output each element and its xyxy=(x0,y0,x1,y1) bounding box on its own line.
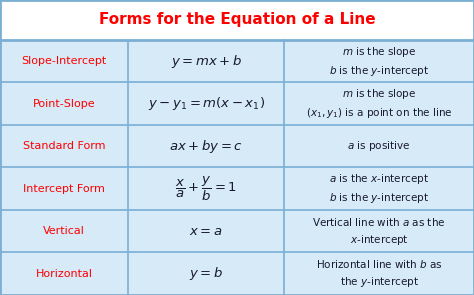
Text: $y - y_1 = m(x - x_1)$: $y - y_1 = m(x - x_1)$ xyxy=(148,95,264,112)
Bar xyxy=(0,125,474,168)
Text: Vertical line with $a$ as the
$x$-intercept: Vertical line with $a$ as the $x$-interc… xyxy=(312,216,446,247)
Text: $m$ is the slope
$(x_1, y_1)$ is a point on the line: $m$ is the slope $(x_1, y_1)$ is a point… xyxy=(306,87,453,120)
Text: Slope-Intercept: Slope-Intercept xyxy=(21,56,107,66)
Text: $y = mx + b$: $y = mx + b$ xyxy=(171,53,242,70)
Bar xyxy=(0,40,474,82)
Bar xyxy=(0,168,474,210)
Bar xyxy=(0,210,474,253)
Bar xyxy=(0,82,474,125)
Text: $a$ is positive: $a$ is positive xyxy=(347,139,411,153)
Text: $x = a$: $x = a$ xyxy=(189,225,223,238)
Text: Vertical: Vertical xyxy=(43,226,85,236)
Text: $\dfrac{x}{a} + \dfrac{y}{b} = 1$: $\dfrac{x}{a} + \dfrac{y}{b} = 1$ xyxy=(175,175,237,203)
Text: $ax + by = c$: $ax + by = c$ xyxy=(169,138,243,155)
Bar xyxy=(0,253,474,295)
Text: $y = b$: $y = b$ xyxy=(189,265,223,282)
Text: Forms for the Equation of a Line: Forms for the Equation of a Line xyxy=(99,12,375,27)
Text: Intercept Form: Intercept Form xyxy=(23,184,105,194)
Text: Horizontal line with $b$ as
the $y$-intercept: Horizontal line with $b$ as the $y$-inte… xyxy=(316,258,443,289)
Text: $a$ is the $x$-intercept
$b$ is the $y$-intercept: $a$ is the $x$-intercept $b$ is the $y$-… xyxy=(329,172,429,205)
Text: Standard Form: Standard Form xyxy=(23,141,105,151)
Text: $m$ is the slope
$b$ is the $y$-intercept: $m$ is the slope $b$ is the $y$-intercep… xyxy=(329,45,429,78)
Text: Point-Slope: Point-Slope xyxy=(33,99,95,109)
Bar xyxy=(0,0,474,40)
Text: Horizontal: Horizontal xyxy=(36,269,92,279)
